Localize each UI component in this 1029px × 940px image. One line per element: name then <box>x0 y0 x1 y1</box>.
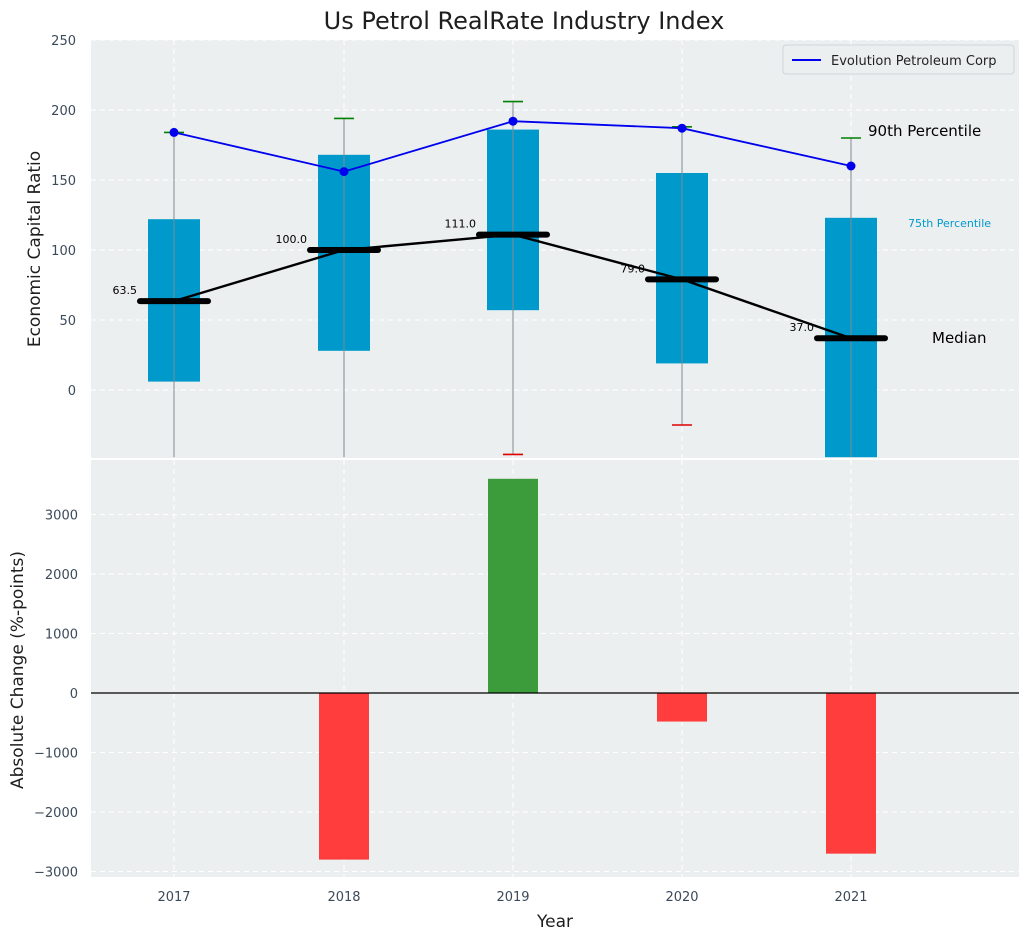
bottom-y-ticks: −3000 −2000 −1000 0 1000 2000 3000 <box>34 509 78 881</box>
bottom-panel-background <box>91 460 1019 877</box>
bottom-y-tick-label-3: 0 <box>70 687 78 702</box>
series-point-2020 <box>677 123 687 133</box>
top-y-tick-label-3: 150 <box>51 174 76 189</box>
top-y-tick-label-2: 100 <box>51 244 76 259</box>
bottom-y-tick-label-0: −3000 <box>34 866 78 881</box>
bottom-y-axis-title: Absolute Change (%-points) <box>8 551 28 789</box>
x-tick-label-2021: 2021 <box>834 890 867 905</box>
x-tick-label-2018: 2018 <box>327 890 360 905</box>
top-y-ticks: 0 50 100 150 200 250 <box>51 34 76 399</box>
bottom-y-tick-label-4: 1000 <box>45 628 78 643</box>
top-chart-marks: 63.5 100.0 111.0 79.0 37.0 <box>113 100 888 458</box>
change-bar-2021 <box>826 693 876 854</box>
change-bar-2018 <box>319 693 369 860</box>
chart-title: Us Petrol RealRate Industry Index <box>324 7 725 35</box>
x-tick-label-2017: 2017 <box>157 890 190 905</box>
x-tick-label-2019: 2019 <box>496 890 529 905</box>
median-label-2017: 63.5 <box>113 284 138 297</box>
bottom-y-tick-label-1: −2000 <box>34 806 78 821</box>
series-point-2018 <box>339 167 349 177</box>
x-tick-label-2020: 2020 <box>665 890 698 905</box>
top-y-tick-label-0: 0 <box>68 384 76 399</box>
legend-label: Evolution Petroleum Corp <box>831 54 997 69</box>
top-y-tick-label-4: 200 <box>51 104 76 119</box>
bottom-y-tick-label-2: −1000 <box>34 747 78 762</box>
bottom-y-tick-label-6: 3000 <box>45 509 78 524</box>
median-label-2018: 100.0 <box>276 233 308 246</box>
top-panel-background <box>91 40 1019 458</box>
series-point-2019 <box>508 116 518 126</box>
series-point-2017 <box>169 127 179 137</box>
annotation-90th-percentile: 90th Percentile <box>868 122 981 140</box>
annotation-median: Median <box>932 329 987 347</box>
legend-box <box>782 44 1015 75</box>
median-label-2019: 111.0 <box>445 218 477 231</box>
top-y-tick-label-1: 50 <box>59 314 76 329</box>
x-axis-title: Year <box>536 912 573 932</box>
top-y-axis-title: Economic Capital Ratio <box>25 151 45 347</box>
annotation-75th-percentile: 75th Percentile <box>908 217 991 230</box>
bottom-chart-marks <box>91 478 1019 860</box>
change-bar-2020 <box>657 693 707 722</box>
legend: Evolution Petroleum Corp <box>782 44 1015 75</box>
x-ticks: 2017 2018 2019 2020 2021 <box>157 890 867 905</box>
top-y-tick-label-5: 250 <box>51 34 76 49</box>
change-bar-2019 <box>488 478 538 693</box>
series-point-2021 <box>846 161 856 171</box>
median-label-2021: 37.0 <box>790 321 815 334</box>
median-label-2020: 79.0 <box>621 262 646 275</box>
bottom-y-tick-label-5: 2000 <box>45 568 78 583</box>
